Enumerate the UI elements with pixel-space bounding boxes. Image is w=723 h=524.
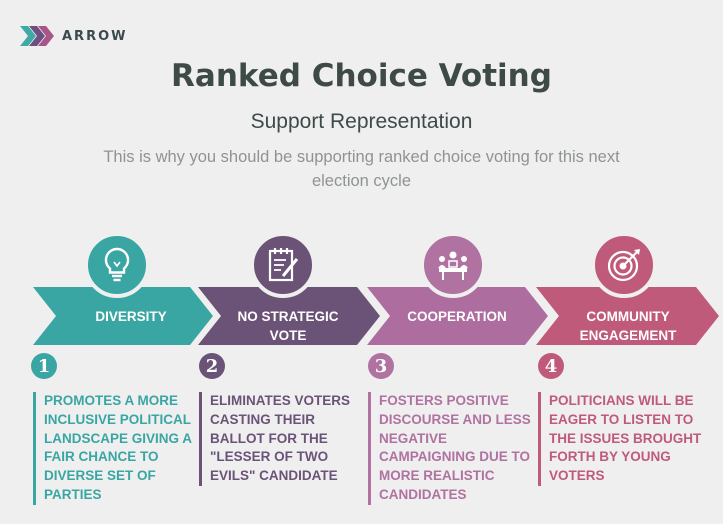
step-1-label: DIVERSITY [95, 309, 167, 324]
brand-name: ARROW [62, 28, 128, 44]
page-subtitle: Support Representation [250, 110, 473, 133]
page-title: Ranked Choice Voting [171, 58, 552, 94]
step-1-number: 1 [31, 353, 57, 379]
step-2-label: NO STRATEGIC VOTE [237, 309, 339, 343]
arrow-segment-1 [33, 287, 213, 345]
checklist-icon [268, 248, 299, 282]
step-3-number: 3 [368, 353, 394, 379]
step-4-number: 4 [538, 353, 564, 379]
target-icon [607, 249, 640, 282]
step-3-label: COOPERATION [407, 309, 507, 324]
page-description: This is why you should be supporting ran… [103, 148, 620, 190]
arrow-segment-4 [536, 287, 719, 345]
step-3-description: FOSTERS POSITIVE DISCOURSE AND LESS NEGA… [368, 392, 539, 505]
meeting-icon [438, 251, 468, 280]
step-4-description: POLITICIANS WILL BE EAGER TO LISTEN TO T… [538, 392, 709, 486]
brand-logo: ARROW [20, 26, 127, 46]
step-1-description: PROMOTES A MORE INCLUSIVE POLITICAL LAND… [33, 392, 204, 505]
lightbulb-icon [104, 247, 130, 282]
step-2-number: 2 [199, 353, 225, 379]
step-2-description: ELIMINATES VOTERS CASTING THEIR BALLOT F… [199, 392, 368, 486]
step-1-icon-badge [84, 232, 150, 298]
arrow-segment-3 [367, 287, 548, 345]
arrow-segment-2 [198, 287, 380, 345]
step-4-icon-badge [591, 232, 657, 298]
arrow-logo-icon [20, 26, 54, 46]
step-3-icon-badge [420, 232, 486, 298]
step-2-icon-badge [250, 232, 316, 298]
step-4-label: COMMUNITY ENGAGEMENT [579, 309, 677, 343]
